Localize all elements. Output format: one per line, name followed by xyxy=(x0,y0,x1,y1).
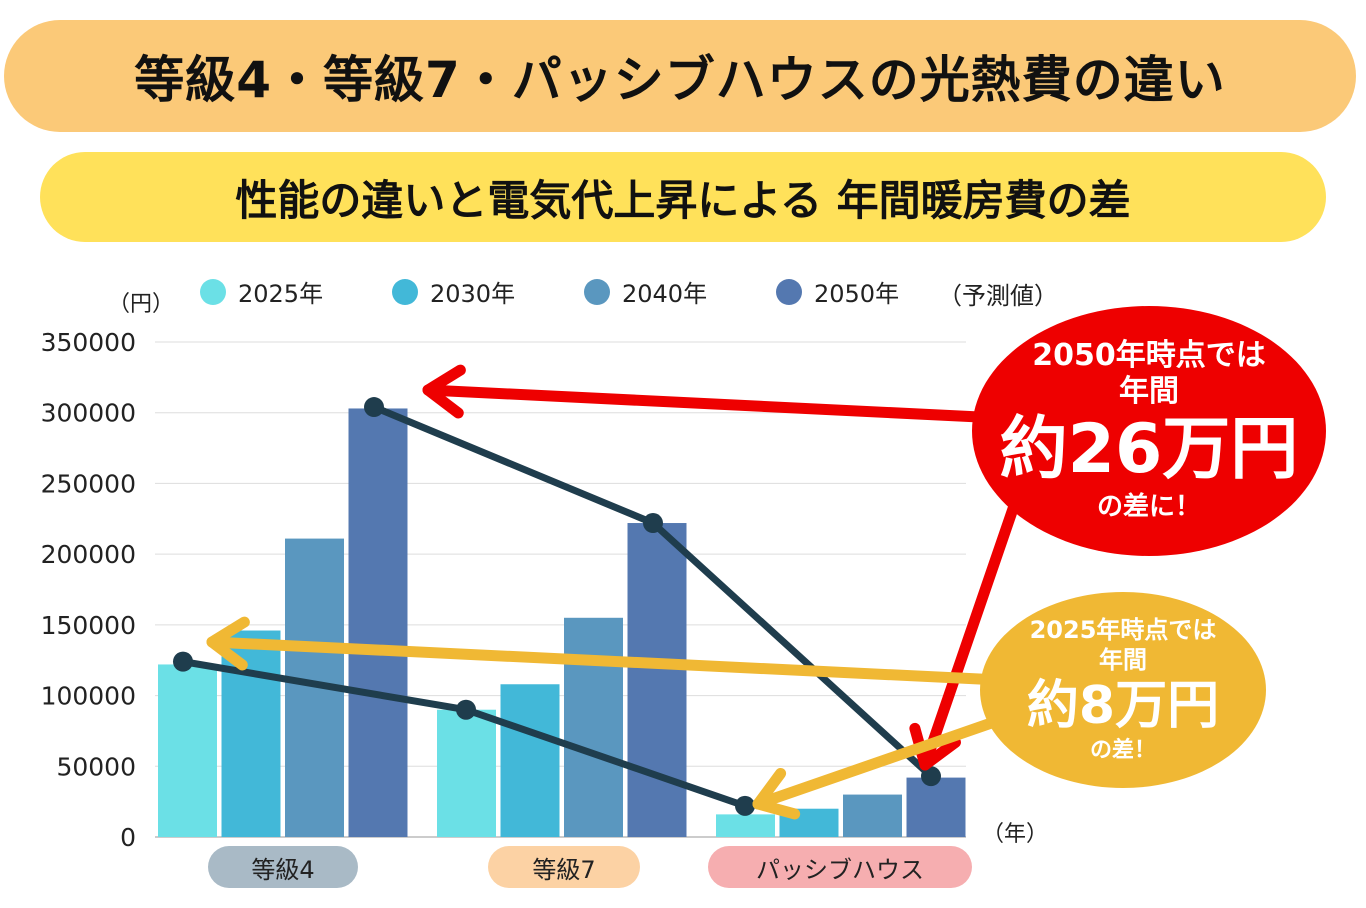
arrow-yellow-to-passive-head xyxy=(752,767,801,820)
bar-2050年-パッシブハウス xyxy=(906,777,966,837)
bar-2040年-パッシブハウス xyxy=(843,794,902,837)
legend-swatch-2050 xyxy=(776,278,802,305)
arrow-yellow-to-grade4-head xyxy=(206,616,250,671)
bar-2050年-等級4 xyxy=(348,408,408,837)
legend-label-2030: 2030年 xyxy=(430,280,516,308)
bar-2025年-等級7 xyxy=(437,709,496,837)
y-tick-label: 150000 xyxy=(41,611,136,640)
legend-item-2030: 2030年 xyxy=(392,274,515,309)
callout-yellow-line2: 年間 xyxy=(1099,646,1147,674)
bar-2025年-等級4 xyxy=(158,664,217,837)
connector-2050-point xyxy=(643,513,663,534)
legend-item-2025: 2025年 xyxy=(200,274,323,309)
callout-red-line1: 2050年時点では xyxy=(1032,338,1266,373)
x-axis-unit: （年） xyxy=(982,822,1049,847)
connector-2025-point xyxy=(173,651,193,672)
connector-2025-point xyxy=(456,699,476,720)
arrow-yellow-to-passive xyxy=(752,714,1006,810)
y-tick-label: 200000 xyxy=(41,540,136,569)
legend-swatch-2030 xyxy=(392,278,418,305)
arrow-red-to-passive xyxy=(919,494,1022,771)
callout-2025-difference: 2025年時点では 年間 約8万円 の差！ xyxy=(980,592,1266,788)
callout-yellow-line1: 2025年時点では xyxy=(1029,616,1217,644)
connector-2050-point xyxy=(364,397,384,418)
legend-item-2040: 2040年 xyxy=(584,274,707,309)
legend-item-2050: 2050年 xyxy=(776,274,899,309)
legend-swatch-2025 xyxy=(200,278,226,305)
callout-red-line3: の差に！ xyxy=(1096,492,1201,522)
legend-label-2050: 2050年 xyxy=(814,280,900,308)
connector-2025-point xyxy=(735,795,755,816)
callout-red-line2: 年間 xyxy=(1119,374,1179,409)
bar-2040年-等級7 xyxy=(564,617,623,837)
callout-2050-difference: 2050年時点では 年間 約26万円 の差に！ xyxy=(972,306,1326,556)
y-tick-label: 250000 xyxy=(41,469,136,498)
arrow-red-to-grade4 xyxy=(422,384,1006,424)
legend-note: （予測値） xyxy=(938,282,1058,310)
callout-yellow-amount: 約8万円 xyxy=(1026,676,1220,736)
callout-yellow-line3: の差！ xyxy=(1089,738,1156,763)
category-label-grade4: 等級4 xyxy=(208,846,358,888)
category-label-passive-house: パッシブハウス xyxy=(708,846,972,888)
bar-2030年-等級7 xyxy=(500,684,560,837)
y-axis-unit: （円） xyxy=(108,292,175,317)
connector-2050-point xyxy=(921,766,941,787)
legend-swatch-2040 xyxy=(584,278,610,305)
bar-2030年-等級4 xyxy=(221,630,281,837)
y-tick-label: 300000 xyxy=(41,399,136,428)
legend-label-2040: 2040年 xyxy=(622,280,708,308)
arrow-red-to-grade4-head xyxy=(422,364,466,419)
y-tick-label: 50000 xyxy=(56,752,136,781)
category-label-grade7: 等級7 xyxy=(488,846,640,888)
y-tick-label: 350000 xyxy=(41,328,136,357)
callout-red-amount: 約26万円 xyxy=(999,410,1299,489)
page-subtitle: 性能の違いと電気代上昇による 年間暖房費の差 xyxy=(40,152,1326,242)
bar-2050年-等級7 xyxy=(627,523,687,837)
y-tick-label: 100000 xyxy=(41,682,136,711)
arrow-red-to-passive-head xyxy=(909,722,961,771)
page-title: 等級4・等級7・パッシブハウスの光熱費の違い xyxy=(4,20,1356,132)
arrow-yellow-to-grade4 xyxy=(206,636,1006,686)
y-tick-label: 0 xyxy=(120,823,136,852)
bar-2025年-パッシブハウス xyxy=(716,814,775,837)
legend-label-2025: 2025年 xyxy=(238,280,324,308)
